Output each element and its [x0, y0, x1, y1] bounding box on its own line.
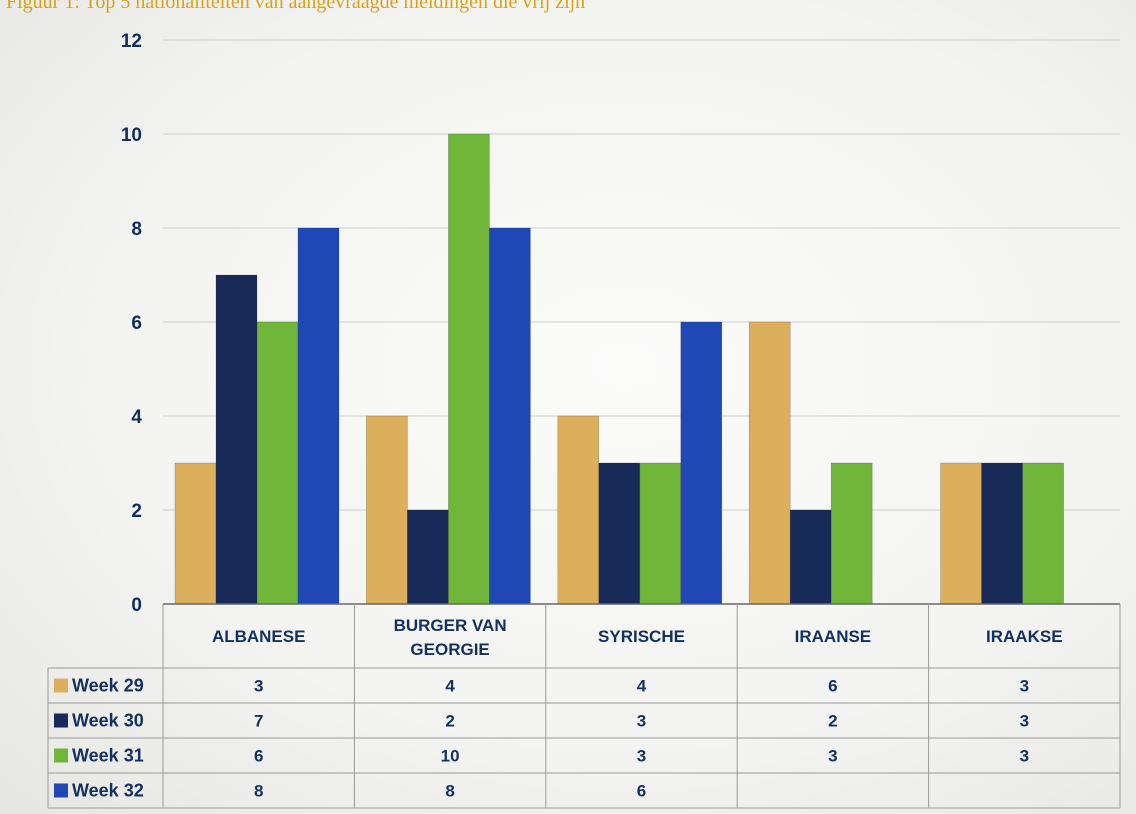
data-table-value: 10 [441, 747, 460, 766]
data-table-value: 3 [637, 747, 646, 766]
bar [940, 462, 982, 605]
bar [557, 415, 600, 605]
data-table-value: 3 [1020, 747, 1029, 766]
data-table-value: 8 [254, 782, 263, 801]
y-tick-label: 4 [131, 407, 142, 428]
data-table-value: 2 [828, 712, 837, 731]
data-table-value: 3 [1020, 712, 1029, 731]
legend-swatch [54, 678, 68, 693]
bar [789, 509, 832, 605]
bar [489, 227, 531, 605]
bar [407, 509, 449, 605]
legend-label: Week 30 [72, 711, 144, 731]
figure-caption: Figuur 1: Top 5 nationaliteiten van aang… [6, 0, 586, 13]
y-tick-label: 2 [131, 501, 142, 522]
bar [448, 133, 490, 605]
bar [639, 462, 682, 605]
data-table-value: 8 [445, 782, 454, 801]
bar [680, 321, 723, 605]
bar [366, 415, 408, 605]
data-table-value: 3 [637, 712, 646, 731]
x-category-label: GEORGIE [410, 640, 489, 659]
bar [748, 321, 791, 605]
data-table-value: 6 [828, 677, 837, 696]
data-table-value: 3 [1020, 677, 1029, 696]
y-tick-label: 12 [121, 31, 142, 52]
bar [1022, 462, 1064, 605]
bar [297, 227, 340, 605]
data-table-value: 3 [828, 747, 837, 766]
data-table-value: 6 [254, 747, 263, 766]
data-table-value: 4 [445, 677, 455, 696]
y-tick-label: 6 [131, 313, 142, 334]
bar [830, 462, 873, 605]
legend-label: Week 31 [72, 746, 144, 766]
legend-label: Week 32 [72, 781, 144, 801]
data-table-value: 7 [254, 712, 263, 731]
y-tick-label: 10 [121, 125, 142, 146]
y-tick-label: 0 [131, 595, 142, 616]
legend-swatch [54, 783, 68, 798]
legend-label: Week 29 [72, 676, 144, 696]
bar [598, 462, 641, 605]
data-table-value: 2 [445, 712, 454, 731]
x-category-label: ALBANESE [212, 627, 306, 646]
x-category-label: IRAAKSE [986, 627, 1063, 646]
x-category-label: IRAANSE [795, 627, 872, 646]
data-table-value: 4 [637, 677, 647, 696]
legend-swatch [54, 748, 68, 763]
data-table-value: 6 [637, 782, 646, 801]
bar [215, 274, 258, 605]
legend-swatch [54, 713, 68, 728]
x-category-label: BURGER VAN [394, 616, 507, 635]
data-table-value: 3 [254, 677, 263, 696]
y-tick-label: 8 [131, 219, 142, 240]
bar [256, 321, 299, 605]
bar [981, 462, 1023, 605]
bar [174, 462, 217, 605]
x-category-label: SYRISCHE [598, 627, 685, 646]
